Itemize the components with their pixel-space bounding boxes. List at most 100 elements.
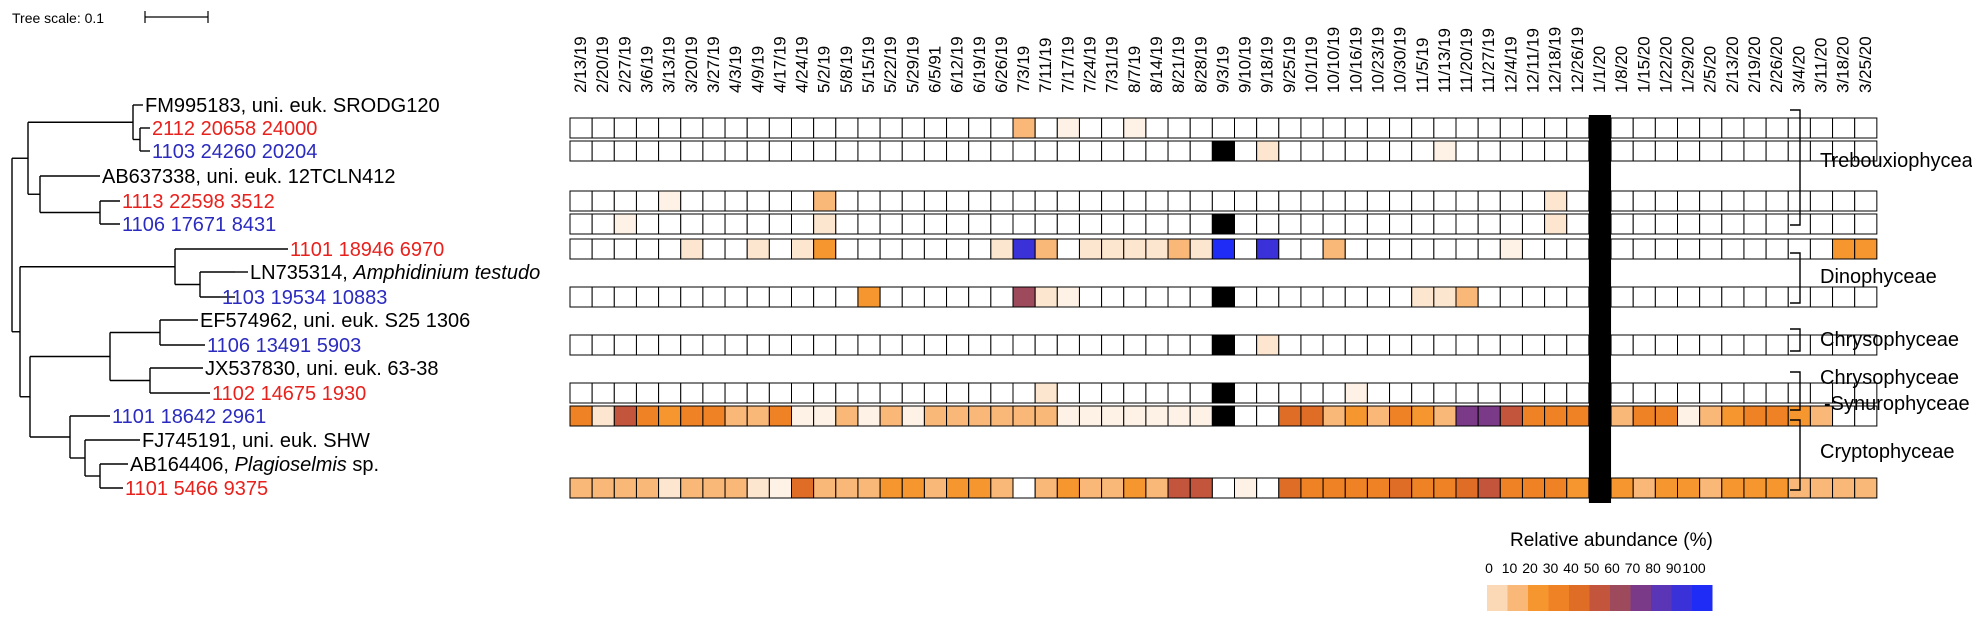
heatmap-cell — [1743, 213, 1767, 235]
heatmap-cell — [1544, 238, 1568, 260]
heatmap-cell — [1699, 477, 1723, 499]
heatmap-cell — [1854, 382, 1878, 404]
date-label: 9/10/19 — [1236, 36, 1255, 93]
heatmap-cell — [1300, 190, 1324, 212]
heatmap-cell — [1499, 238, 1523, 260]
tree-leaf-label: 1102 14675 1930 — [212, 383, 366, 405]
heatmap-cell — [1677, 405, 1701, 427]
tree-leaf-label: 1113 22598 3512 — [122, 191, 275, 213]
heatmap-cell — [813, 140, 837, 162]
heatmap-cell — [791, 238, 815, 260]
heatmap-cell — [879, 117, 903, 139]
class-label: Dinophyceae — [1820, 266, 1937, 288]
date-label: 2/26/20 — [1767, 36, 1786, 93]
heatmap-cell — [702, 286, 726, 308]
heatmap-cell — [1854, 117, 1878, 139]
heatmap-cell — [658, 213, 682, 235]
date-label: 1/8/20 — [1612, 46, 1631, 93]
legend-tick-label: 90 — [1666, 560, 1682, 576]
heatmap-cell — [1809, 117, 1834, 139]
heatmap-cell — [946, 286, 970, 308]
heatmap-cell — [768, 140, 792, 162]
heatmap-cell — [1034, 286, 1058, 308]
heatmap-cell — [813, 190, 837, 212]
heatmap-cell — [1721, 382, 1745, 404]
heatmap-cell — [1078, 238, 1103, 260]
heatmap-cell — [1765, 334, 1789, 356]
heatmap-cell — [1344, 140, 1368, 162]
heatmap-cell — [1389, 286, 1413, 308]
heatmap-cell — [1211, 334, 1235, 356]
heatmap-cell — [1433, 238, 1457, 260]
legend-swatch — [1692, 585, 1713, 611]
heatmap-cell — [1721, 477, 1745, 499]
legend-swatch — [1507, 585, 1528, 611]
class-label-line2: -Synurophyceae — [1824, 393, 1970, 415]
heatmap-cell — [1455, 140, 1479, 162]
heatmap-cell — [1544, 334, 1568, 356]
date-label: 11/27/19 — [1479, 28, 1498, 93]
class-brackets: Trebouxiophyceae Dinophyceae Chrysophyceae… — [1790, 109, 1972, 491]
heatmap-cell — [901, 117, 925, 139]
heatmap-cell — [1078, 382, 1103, 404]
heatmap-cell — [901, 286, 925, 308]
heatmap-cell — [635, 477, 660, 499]
heatmap-cell — [1854, 238, 1878, 260]
date-label: 4/24/19 — [793, 36, 812, 93]
heatmap-cell — [1433, 477, 1457, 499]
heatmap-cell — [813, 117, 837, 139]
legend-tick-label: 30 — [1543, 560, 1559, 576]
heatmap-cell — [1123, 213, 1147, 235]
heatmap-cell — [791, 190, 815, 212]
heatmap-cell — [1034, 140, 1058, 162]
heatmap-cell — [1056, 334, 1080, 356]
heatmap-cell — [1078, 140, 1103, 162]
heatmap-cell — [746, 334, 770, 356]
date-label: 5/2/19 — [815, 46, 834, 93]
heatmap-cell — [1056, 117, 1080, 139]
heatmap-cell — [1721, 286, 1745, 308]
heatmap-cell — [1455, 190, 1479, 212]
heatmap-cell — [1521, 117, 1546, 139]
heatmap-cell — [1699, 238, 1723, 260]
heatmap-cell — [1056, 382, 1080, 404]
class-label: Cryptophyceae — [1820, 441, 1955, 463]
heatmap-cell — [1654, 334, 1678, 356]
heatmap-cell — [1322, 117, 1346, 139]
heatmap-cell — [990, 238, 1014, 260]
legend-title: Relative abundance (%) — [1510, 530, 1713, 551]
heatmap-cell — [1610, 405, 1634, 427]
legend-tick-label: 50 — [1584, 560, 1600, 576]
tree-leaf-label: 1106 13491 5903 — [207, 335, 361, 357]
heatmap-cell — [1189, 477, 1213, 499]
heatmap-cell — [702, 405, 726, 427]
date-label: 3/18/20 — [1834, 36, 1853, 93]
heatmap-cell — [1211, 117, 1235, 139]
heatmap-cell — [768, 286, 792, 308]
heatmap-cell — [1455, 117, 1479, 139]
heatmap-cell — [1832, 190, 1856, 212]
heatmap-cell — [1078, 405, 1103, 427]
heatmap-cell — [1411, 140, 1435, 162]
heatmap-cell — [1477, 477, 1501, 499]
heatmap-cell — [1765, 213, 1789, 235]
heatmap-cell — [613, 213, 637, 235]
heatmap-cell — [1034, 477, 1058, 499]
heatmap-cell — [1211, 140, 1235, 162]
heatmap-cell — [1721, 238, 1745, 260]
heatmap-cell — [1078, 334, 1103, 356]
heatmap-cell — [591, 213, 615, 235]
heatmap-cell — [1677, 286, 1701, 308]
heatmap-cell — [1344, 190, 1368, 212]
heatmap-cell — [813, 286, 837, 308]
heatmap-cell — [990, 405, 1014, 427]
heatmap-cell — [1809, 213, 1834, 235]
heatmap-cell — [1234, 140, 1258, 162]
heatmap-cell — [1123, 117, 1147, 139]
heatmap-cell — [1854, 140, 1878, 162]
heatmap-cell — [1832, 286, 1856, 308]
heatmap-cell — [1300, 140, 1324, 162]
heatmap-cell — [702, 213, 726, 235]
heatmap-cell — [1411, 477, 1435, 499]
heatmap-cell — [1389, 405, 1413, 427]
